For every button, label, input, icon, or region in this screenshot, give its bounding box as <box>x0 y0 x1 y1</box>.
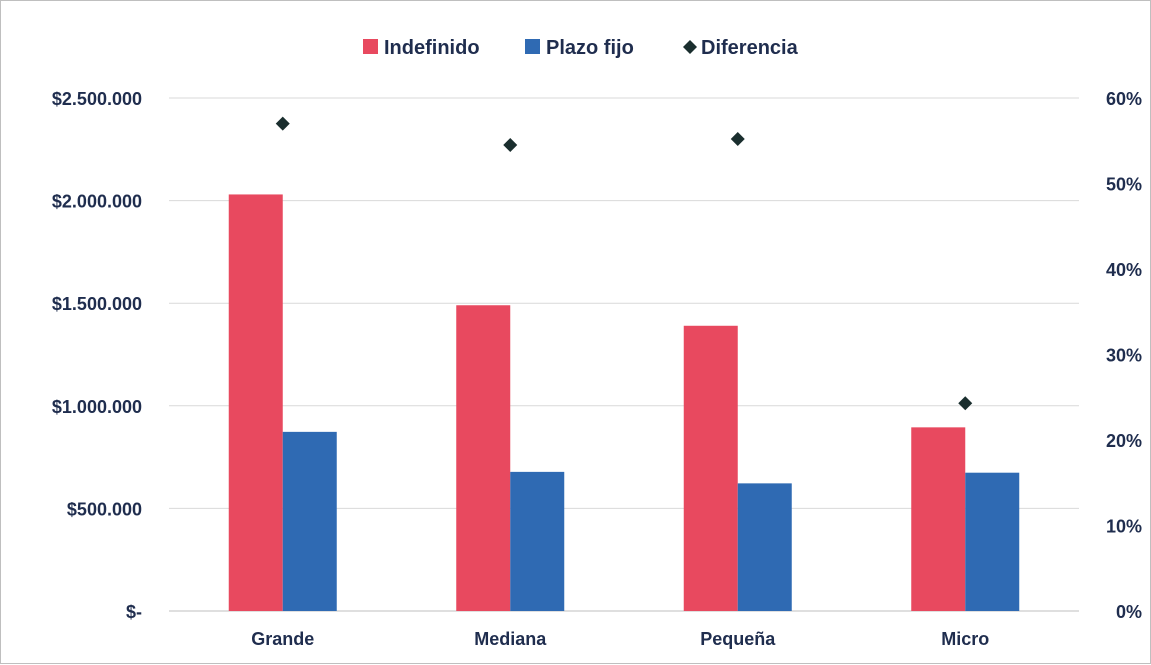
bar-indefinido <box>911 427 966 611</box>
right-tick-label: 60% <box>1106 89 1142 109</box>
left-tick-label: $500.000 <box>67 499 142 519</box>
left-tick-label: $2.500.000 <box>52 89 142 109</box>
left-tick-label: $2.000.000 <box>52 192 142 212</box>
right-tick-label: 0% <box>1116 602 1142 622</box>
left-axis-ticks: $- $500.000 $1.000.000 $1.500.000 $2.000.000… <box>52 89 142 622</box>
legend-label: Plazo fijo <box>546 37 634 59</box>
category-label: Micro <box>941 629 989 649</box>
marker-diferencia <box>730 132 745 147</box>
right-axis-ticks: 0% 10% 20% 30% 40% 50% 60% <box>1106 89 1142 622</box>
category-axis: Grande Mediana Pequeña Micro <box>251 629 989 649</box>
bar-indefinido <box>228 194 283 611</box>
right-tick-label: 40% <box>1106 260 1142 280</box>
left-tick-label: $1.500.000 <box>52 294 142 314</box>
bar-plazo-fijo <box>965 472 1020 611</box>
right-tick-label: 50% <box>1106 175 1142 195</box>
left-tick-label: $- <box>126 602 142 622</box>
bar-plazo-fijo <box>510 471 565 611</box>
legend: Indefinido Plazo fijo Diferencia <box>363 37 799 59</box>
legend-swatch <box>363 39 378 54</box>
bar-indefinido <box>683 325 738 611</box>
bars <box>228 194 1020 611</box>
right-tick-label: 10% <box>1106 517 1142 537</box>
legend-swatch <box>525 39 540 54</box>
legend-label: Diferencia <box>701 37 799 59</box>
legend-label: Indefinido <box>384 37 480 59</box>
category-label: Grande <box>251 629 314 649</box>
right-tick-label: 30% <box>1106 346 1142 366</box>
right-tick-label: 20% <box>1106 431 1142 451</box>
bar-indefinido <box>456 305 511 611</box>
left-tick-label: $1.000.000 <box>52 397 142 417</box>
category-label: Mediana <box>474 629 547 649</box>
marker-diferencia <box>275 116 290 131</box>
bar-plazo-fijo <box>282 431 337 611</box>
marker-diferencia <box>503 138 518 153</box>
marker-diferencia <box>958 396 973 411</box>
bar-plazo-fijo <box>737 483 792 611</box>
category-label: Pequeña <box>700 629 776 649</box>
markers <box>275 116 973 411</box>
legend-swatch <box>683 40 697 54</box>
